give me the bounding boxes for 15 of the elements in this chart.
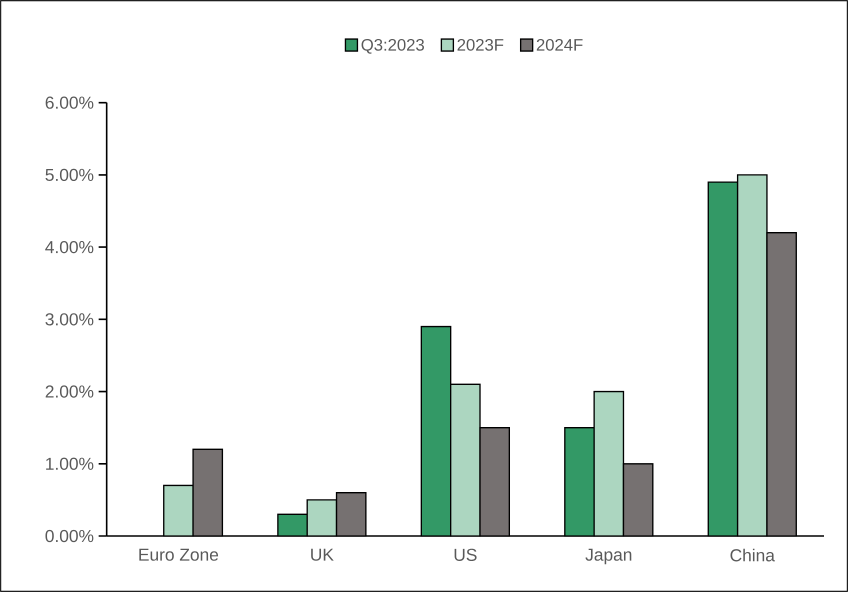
x-tick-label: UK	[311, 548, 334, 561]
legend-label: Q3:2023	[362, 38, 424, 54]
y-tick-label: 5.00%	[46, 168, 94, 182]
x-tick-label: US	[454, 548, 477, 561]
y-tick-label: 0.00%	[45, 530, 94, 542]
x-tick-label: Euro Zone	[139, 548, 218, 561]
x-tick-label: Japan	[585, 548, 632, 564]
x-tick-label: China	[730, 548, 775, 562]
legend-label: 2024F	[536, 38, 583, 51]
y-tick-label: 3.00%	[45, 313, 94, 326]
y-tick-label: 4.00%	[45, 240, 94, 254]
legend-label: 2023F	[458, 38, 504, 51]
y-tick-label: 2.00%	[46, 385, 94, 398]
y-tick-label: 6.00%	[46, 96, 94, 109]
y-tick-label: 1.00%	[46, 458, 94, 470]
